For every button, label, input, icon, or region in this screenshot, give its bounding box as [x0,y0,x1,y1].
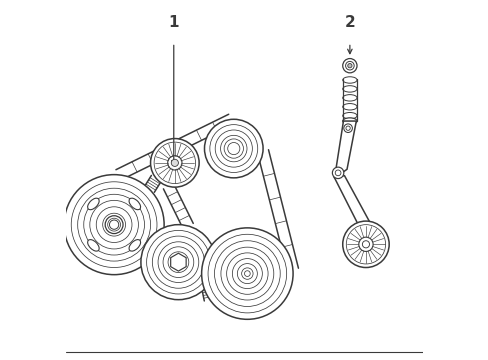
Text: 2: 2 [344,15,354,30]
Polygon shape [201,285,215,301]
Circle shape [343,124,352,132]
Ellipse shape [87,198,99,210]
Polygon shape [116,114,233,180]
Ellipse shape [342,77,356,83]
Ellipse shape [342,95,356,101]
Circle shape [201,228,292,319]
Circle shape [150,139,199,187]
Circle shape [358,237,372,251]
Polygon shape [170,253,186,271]
Ellipse shape [342,118,356,124]
Circle shape [342,59,356,73]
Ellipse shape [87,240,99,251]
Ellipse shape [129,198,141,210]
Ellipse shape [342,112,356,119]
Polygon shape [257,150,298,271]
Ellipse shape [129,240,141,251]
Polygon shape [63,228,204,287]
Circle shape [204,119,263,178]
Ellipse shape [342,104,356,110]
Polygon shape [163,184,193,229]
Circle shape [64,175,164,275]
Polygon shape [333,176,372,228]
Ellipse shape [342,86,356,92]
Circle shape [332,167,343,179]
Circle shape [141,225,216,300]
Circle shape [342,221,388,267]
Circle shape [347,64,351,68]
Circle shape [171,159,178,166]
Polygon shape [334,121,356,178]
Circle shape [362,241,369,248]
Polygon shape [144,175,161,192]
Text: 1: 1 [168,15,179,30]
